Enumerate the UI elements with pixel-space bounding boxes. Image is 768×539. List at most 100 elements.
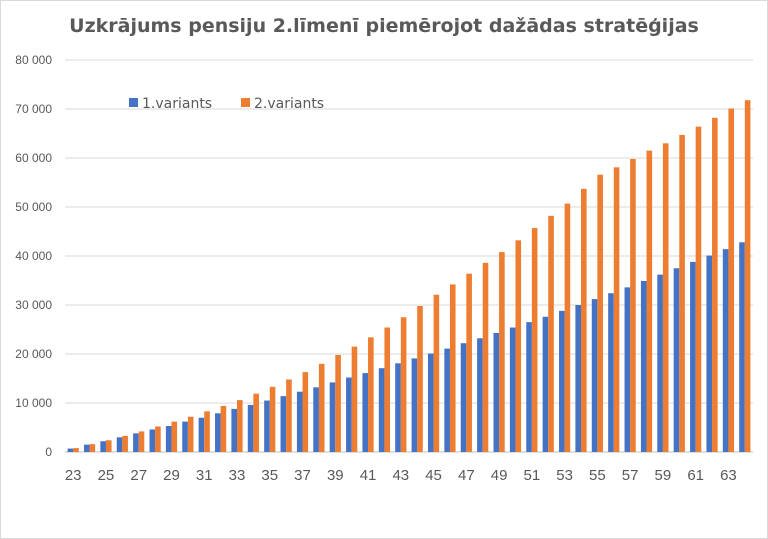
y-tick-label: 20 000 xyxy=(15,347,52,361)
bar-series-1 xyxy=(215,413,221,452)
bar-series-1 xyxy=(559,310,565,452)
bar-series-2 xyxy=(138,431,145,452)
bar-series-2 xyxy=(597,174,603,452)
legend-label: 2.variants xyxy=(254,96,324,112)
bar-series-2 xyxy=(187,416,194,452)
bar-series-1 xyxy=(411,358,418,452)
legend: 1.variants 2.variants xyxy=(129,96,324,112)
y-axis: 0 10 000 20 000 30 000 40 000 50 000 60 000 70 … xyxy=(15,53,52,459)
bar-series-2 xyxy=(155,426,161,452)
bar-series-2 xyxy=(679,134,685,452)
bar-series-1 xyxy=(83,444,90,452)
bar-series-1 xyxy=(149,429,156,452)
x-tick-label: 59 xyxy=(655,467,672,484)
legend-label: 1.variants xyxy=(142,96,212,112)
bar-series-2 xyxy=(744,100,751,453)
x-tick-label: 27 xyxy=(130,467,147,484)
y-tick-label: 10 000 xyxy=(15,396,52,410)
bar-series-2 xyxy=(351,346,358,452)
bar-series-1 xyxy=(526,322,532,452)
x-tick-label: 55 xyxy=(589,467,606,484)
x-axis: 23 25 27 29 31 33 35 37 39 41 43 45 47 49 51 53 55 57 59 61… xyxy=(65,467,737,484)
y-tick-label: 70 000 xyxy=(15,102,52,116)
bar-series-2 xyxy=(253,393,259,452)
bar-series-2 xyxy=(564,203,571,452)
bar-series-1 xyxy=(509,327,516,452)
bar-series-2 xyxy=(400,317,407,452)
bar-series-1 xyxy=(378,368,385,452)
bar-series-1 xyxy=(67,448,74,452)
bar-series-1 xyxy=(722,249,729,452)
bar-series-2 xyxy=(220,405,227,452)
x-tick-label: 45 xyxy=(425,467,442,484)
x-tick-label: 39 xyxy=(327,467,344,484)
bar-series-1 xyxy=(296,391,303,452)
x-tick-label: 47 xyxy=(458,467,475,484)
chart-title: Uzkrājums pensiju 2.līmenī piemērojot da… xyxy=(69,15,699,37)
bar-series-1 xyxy=(575,305,581,452)
bar-series-1 xyxy=(247,404,254,452)
bar-series-2 xyxy=(368,337,374,452)
bar-series-1 xyxy=(542,316,549,452)
bar-series-2 xyxy=(335,354,341,452)
bar-series-2 xyxy=(302,372,309,452)
bar-series-1 xyxy=(608,293,614,452)
x-tick-label: 25 xyxy=(98,467,115,484)
x-tick-label: 49 xyxy=(491,467,508,484)
bar-series-1 xyxy=(165,426,172,452)
x-tick-label: 43 xyxy=(392,467,409,484)
x-tick-label: 31 xyxy=(196,467,213,484)
bar-series-2 xyxy=(204,411,210,452)
bar-series-2 xyxy=(728,108,735,452)
bar-series-1 xyxy=(657,274,663,452)
bar-series-1 xyxy=(362,373,369,452)
bar-series-1 xyxy=(690,261,696,452)
bar-series-2 xyxy=(499,252,505,452)
bar-series-1 xyxy=(460,343,467,452)
bar-series-2 xyxy=(417,305,423,452)
bar-series-1 xyxy=(591,299,598,452)
x-tick-label: 63 xyxy=(720,467,737,484)
bar-series-2 xyxy=(662,143,669,453)
bar-series-2 xyxy=(515,240,522,452)
x-tick-label: 41 xyxy=(360,467,377,484)
bar-series-1 xyxy=(640,280,647,452)
grid-lines xyxy=(65,59,753,453)
bar-series-2 xyxy=(449,284,456,452)
legend-swatch xyxy=(129,98,138,107)
bar-series-1 xyxy=(198,417,205,452)
legend-swatch xyxy=(241,98,250,107)
y-tick-label: 50 000 xyxy=(15,200,52,214)
bar-series-1 xyxy=(427,353,434,452)
x-tick-label: 33 xyxy=(229,467,246,484)
bar-series-2 xyxy=(237,400,243,452)
bar-series-2 xyxy=(384,327,391,452)
bar-series-2 xyxy=(712,117,718,452)
bar-series-2 xyxy=(531,228,538,452)
bar-series-2 xyxy=(73,448,79,452)
bar-series-1 xyxy=(706,255,713,452)
y-tick-label: 0 xyxy=(45,445,52,459)
x-tick-label: 23 xyxy=(65,467,82,484)
bar-series-1 xyxy=(231,408,237,452)
x-tick-label: 51 xyxy=(524,467,541,484)
bar-series-1 xyxy=(182,421,188,452)
bar-series-2 xyxy=(105,440,112,452)
bar-series-2 xyxy=(581,188,587,452)
bar-series-2 xyxy=(318,363,325,452)
bar-series-2 xyxy=(646,150,653,452)
bar-series-1 xyxy=(477,338,483,452)
bar-series-1 xyxy=(673,268,680,452)
bar-series-1 xyxy=(133,433,139,452)
y-tick-label: 80 000 xyxy=(15,53,52,67)
x-tick-label: 29 xyxy=(163,467,180,484)
bar-series-2 xyxy=(695,126,702,452)
bar-series-2 xyxy=(630,158,636,453)
bars xyxy=(67,100,751,453)
bar-series-2 xyxy=(89,444,96,452)
bar-series-1 xyxy=(395,363,401,452)
bar-series-2 xyxy=(122,435,128,452)
bar-series-2 xyxy=(613,167,620,452)
x-tick-label: 37 xyxy=(294,467,311,484)
